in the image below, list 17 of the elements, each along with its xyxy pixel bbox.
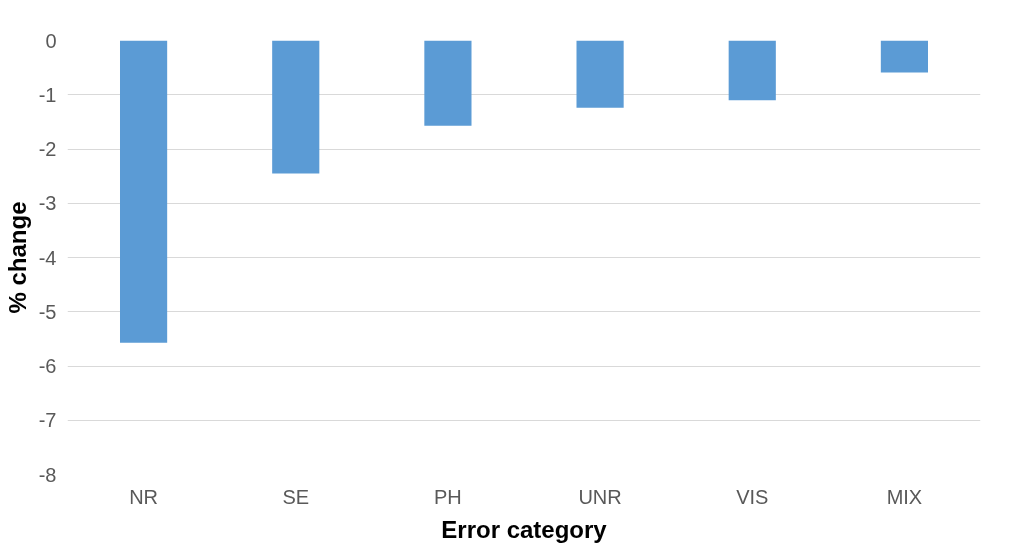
y-tick-label: -5: [38, 300, 57, 323]
y-tick-label: -6: [38, 355, 57, 377]
y-tick-label: -2: [38, 138, 57, 160]
y-tick-label: -1: [38, 83, 57, 106]
y-tick-label: -8: [38, 463, 57, 486]
y-tick-label: -7: [38, 409, 57, 432]
x-tick-label: PH: [434, 485, 462, 508]
x-tick-label: NR: [129, 485, 159, 508]
x-axis-title: Error category: [441, 515, 608, 543]
x-tick-label: SE: [282, 485, 310, 508]
y-tick-label: -3: [38, 192, 57, 215]
y-tick-label: 0: [45, 29, 57, 52]
x-tick-label: MIX: [886, 485, 923, 508]
x-tick-label: VIS: [736, 485, 769, 508]
y-tick-label: -4: [38, 246, 57, 269]
y-axis-title: % change: [3, 201, 31, 314]
x-tick-label: UNR: [578, 485, 622, 508]
